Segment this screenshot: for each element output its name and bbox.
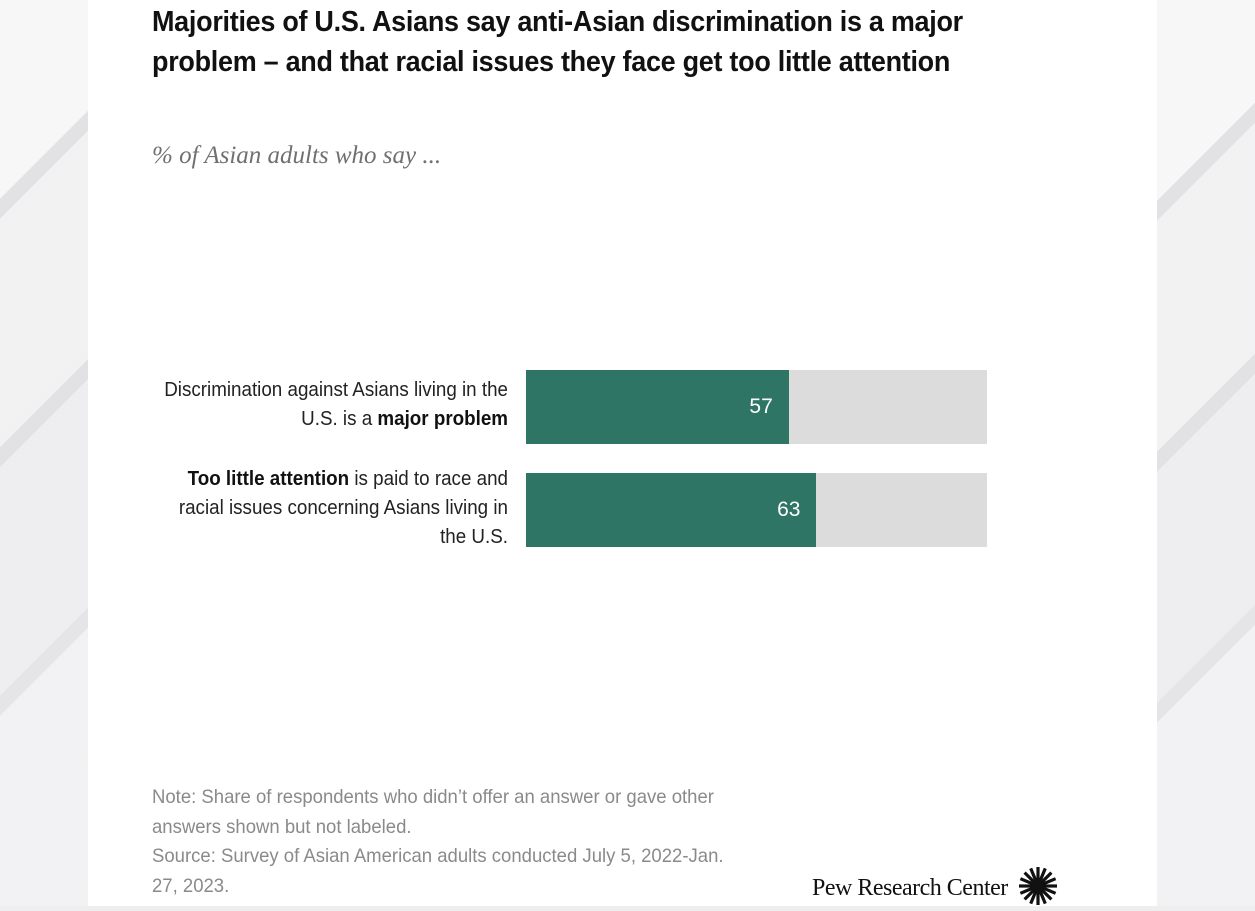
label-text: Discrimination against Asians living in … [164, 379, 509, 430]
label-bold-text: major problem [377, 408, 508, 430]
brand-logo: Pew Research Center [812, 866, 1058, 911]
label-text: is paid to race and racial issues concer… [178, 468, 508, 548]
bar-value: 63 [777, 498, 801, 521]
background-left [0, 0, 88, 906]
bar-value: 57 [749, 395, 773, 418]
bar-track-too-little-attention: 63 [526, 473, 987, 547]
bar-track-major-problem: 57 [526, 370, 987, 444]
bar-too-little-attention: 63 [526, 473, 817, 547]
bar-label-major-problem: Discrimination against Asians living in … [151, 376, 508, 434]
pew-starburst-icon [1018, 866, 1058, 911]
bar-label-too-little-attention: Too little attention is paid to race and… [151, 465, 508, 552]
note-text: Note: Share of respondents who didn’t of… [152, 786, 714, 838]
chart-subtitle: % of Asian adults who say ... [152, 142, 442, 169]
background-right [1157, 0, 1255, 906]
chart-card: Majorities of U.S. Asians say anti-Asian… [88, 0, 1157, 906]
chart-title: Majorities of U.S. Asians say anti-Asian… [152, 6, 963, 78]
brand-name: Pew Research Center [812, 875, 1008, 901]
bar-major-problem: 57 [526, 370, 789, 444]
chart-note: Note: Share of respondents who didn’t of… [152, 783, 741, 901]
label-bold-text: Too little attention [187, 468, 350, 490]
source-text: Source: Survey of Asian American adults … [152, 845, 724, 897]
